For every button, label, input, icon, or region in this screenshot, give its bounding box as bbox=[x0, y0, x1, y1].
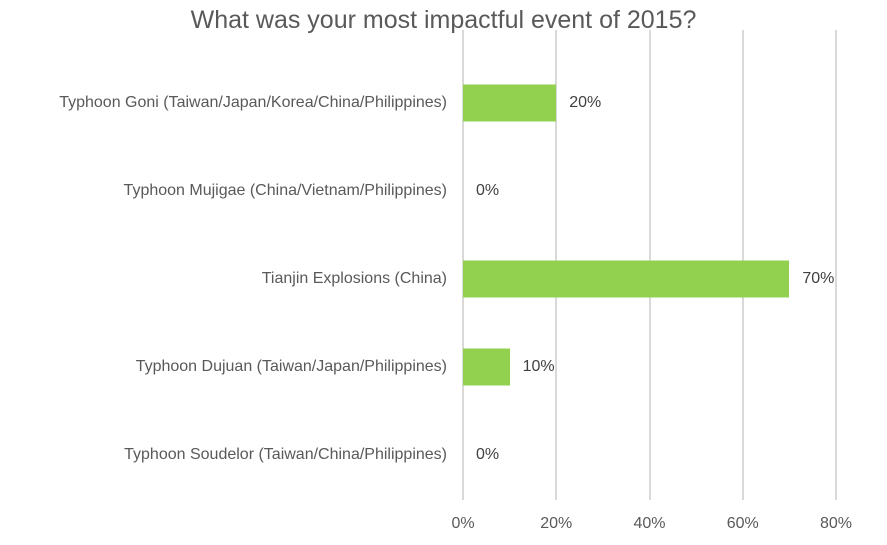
category-label: Typhoon Goni (Taiwan/Japan/Korea/China/P… bbox=[59, 94, 447, 111]
chart-title: What was your most impactful event of 20… bbox=[190, 6, 697, 34]
bar bbox=[463, 84, 557, 122]
x-tick-label: 60% bbox=[726, 515, 759, 532]
data-label: 0% bbox=[476, 182, 500, 199]
data-label: 70% bbox=[802, 270, 835, 287]
gridline bbox=[835, 30, 837, 500]
data-label: 20% bbox=[569, 94, 602, 111]
data-label: 0% bbox=[476, 446, 500, 463]
x-tick-label: 0% bbox=[451, 515, 475, 532]
x-tick-label: 40% bbox=[633, 515, 666, 532]
category-label: Typhoon Dujuan (Taiwan/Japan/Philippines… bbox=[135, 358, 447, 375]
x-tick-label: 80% bbox=[819, 515, 853, 532]
data-label: 10% bbox=[522, 358, 555, 375]
category-label: Tianjin Explosions (China) bbox=[261, 270, 447, 287]
x-tick-label: 20% bbox=[540, 515, 573, 532]
category-label: Typhoon Mujigae (China/Vietnam/Philippin… bbox=[123, 182, 447, 199]
bar bbox=[463, 260, 790, 298]
bar bbox=[463, 348, 510, 386]
category-label: Typhoon Soudelor (Taiwan/China/Philippin… bbox=[124, 446, 447, 463]
